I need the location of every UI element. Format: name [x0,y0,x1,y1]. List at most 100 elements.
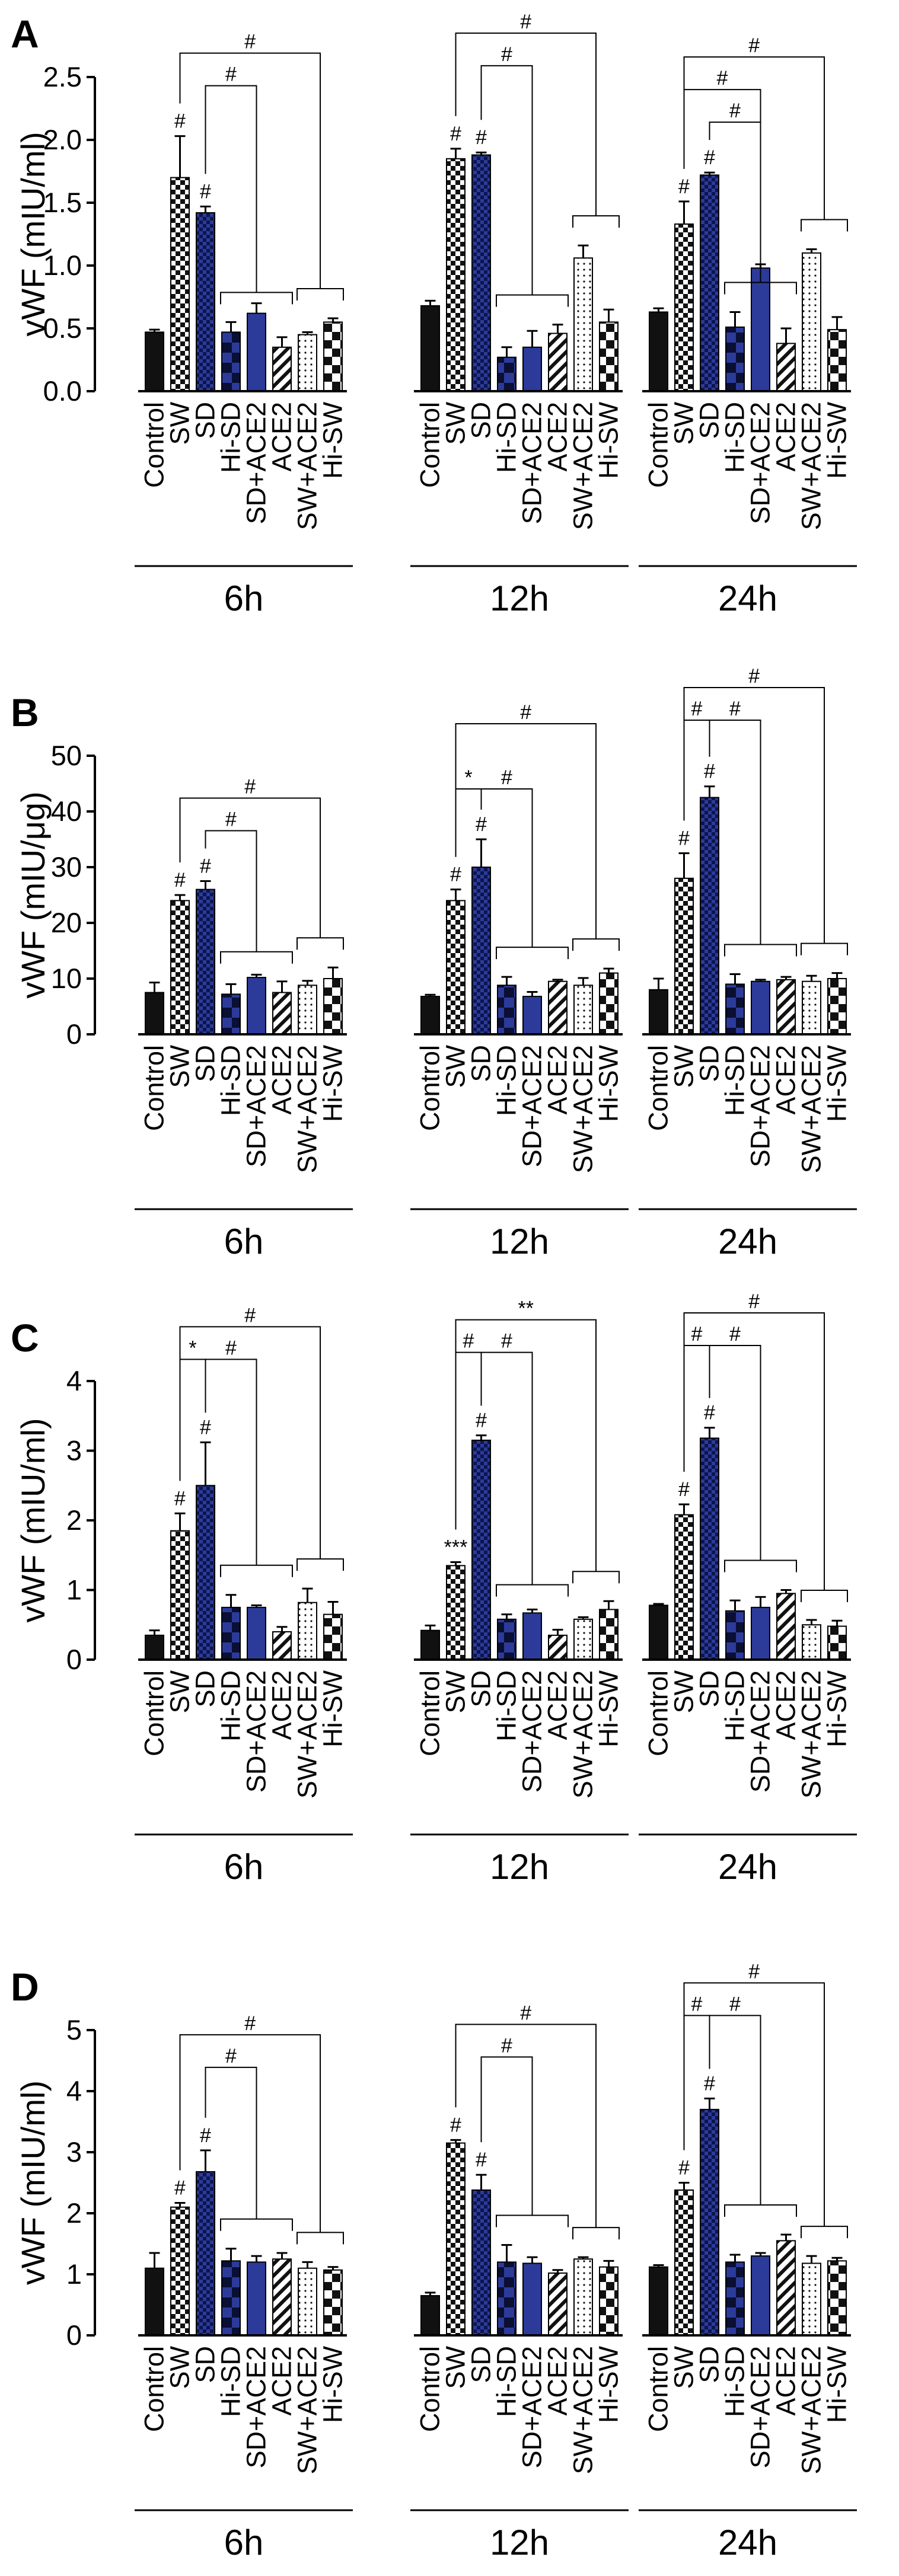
bracket-line [709,720,761,945]
bracket-label: # [225,1337,237,1359]
x-category-label: Hi-SW [318,1044,348,1121]
x-category-label: ACE2 [267,402,297,472]
timepoint-label: 24h [718,2523,777,2562]
y-axis-label: vWF (mIU/μg) [14,791,52,999]
bracket-label: # [729,1993,741,2015]
significance-mark: # [678,175,690,198]
significance-mark: # [678,1478,690,1501]
bar-hi-sd [497,985,517,1035]
comparison-bracket: # [179,776,344,950]
bracket-label: # [748,1290,760,1313]
x-category-label: SW [441,2345,471,2389]
x-category-label: SD [190,2346,221,2383]
significance-mark: # [704,1402,715,1424]
bar-sd-ace2 [522,2262,542,2336]
x-category-label: ACE2 [771,402,801,472]
bar-ace2 [776,343,796,392]
bracket-subgroup [496,294,569,307]
timepoint-label: 12h [490,1847,549,1887]
timepoint-label: 6h [224,1222,264,1261]
bracket-line [205,830,257,952]
bar-hi-sw [827,329,847,392]
bracket-subgroup [724,944,797,957]
bar-sw-ace2 [802,980,821,1035]
x-category-label: Hi-SW [822,401,852,478]
x-category-label: ACE2 [771,1045,801,1115]
bar-sd [700,1437,719,1661]
x-category-label: SD [694,1670,725,1708]
bracket-label: # [501,766,512,789]
bar-sd [471,154,491,392]
bracket-label: # [691,698,703,720]
x-category-label: SW [669,2345,699,2389]
bar-control [649,1605,668,1661]
x-category-label: SD [466,1670,496,1708]
bracket-line [205,85,257,293]
x-category-label: Hi-SW [822,1044,852,1121]
bar-hi-sw [599,972,619,1035]
x-category-label: ACE2 [543,402,573,472]
comparison-bracket: # [205,63,293,305]
comparison-bracket: # [709,1993,797,2217]
bar-ace2 [548,2272,568,2336]
bracket-label: # [729,698,741,720]
bracket-subgroup [572,215,620,228]
bracket-label: # [244,31,256,53]
bracket-subgroup [220,292,293,305]
x-category-label: ACE2 [543,1670,573,1740]
significance-mark: # [678,2157,690,2179]
comparison-bracket: # [709,1323,797,1573]
bar-sd-ace2 [247,2261,266,2336]
x-category-label: Control [139,1670,170,1756]
bracket-subgroup [220,2218,293,2231]
bar-ace2 [776,2240,796,2337]
significance-mark: # [704,2072,715,2095]
bar-sd [196,212,215,392]
y-tick-label: 10 [51,963,82,994]
bracket-label: # [501,2034,512,2057]
bar-sw [170,177,190,392]
bar-sd [196,1485,215,1660]
bar-sw-ace2 [298,334,317,392]
significance-mark: # [476,1410,487,1432]
comparison-bracket: # [480,43,569,307]
comparison-bracket: # [709,698,797,957]
bar-hi-sd [725,326,745,392]
bracket-subgroup [724,282,797,295]
x-category-label: Control [643,1670,674,1756]
x-category-label: Hi-SD [492,2346,522,2417]
bar-sd-ace2 [751,1606,770,1660]
y-tick-label: 0 [66,2319,82,2351]
x-category-label: Hi-SW [318,1670,348,1747]
significance-mark: # [450,864,461,886]
y-tick-label: 0 [66,1644,82,1675]
bracket-subgroup [496,2214,569,2227]
bar-sd [700,797,719,1035]
bar-sd [196,2171,215,2336]
bracket-line [179,2034,321,2233]
bar-control [420,996,440,1035]
significance-mark: # [174,869,186,891]
bracket-subgroup [801,2226,848,2239]
bar-sw-ace2 [802,252,821,392]
x-category-label: SD [190,1045,221,1082]
bracket-subgroup [496,947,569,960]
significance-mark: # [476,2149,487,2171]
bracket-label: # [244,776,256,798]
x-category-label: SW+ACE2 [568,402,598,530]
bar-ace2 [776,1593,796,1660]
significance-mark: # [704,760,715,783]
bracket-label: # [244,1304,256,1327]
x-category-label: SW+ACE2 [292,1045,323,1173]
x-category-label: SW [669,401,699,445]
x-category-label: SW [669,1044,699,1088]
bar-ace2 [548,1634,568,1660]
bracket-line [480,788,533,948]
y-axis-label: vWF (mIU/ml) [14,132,52,336]
x-category-label: SD [694,402,725,439]
